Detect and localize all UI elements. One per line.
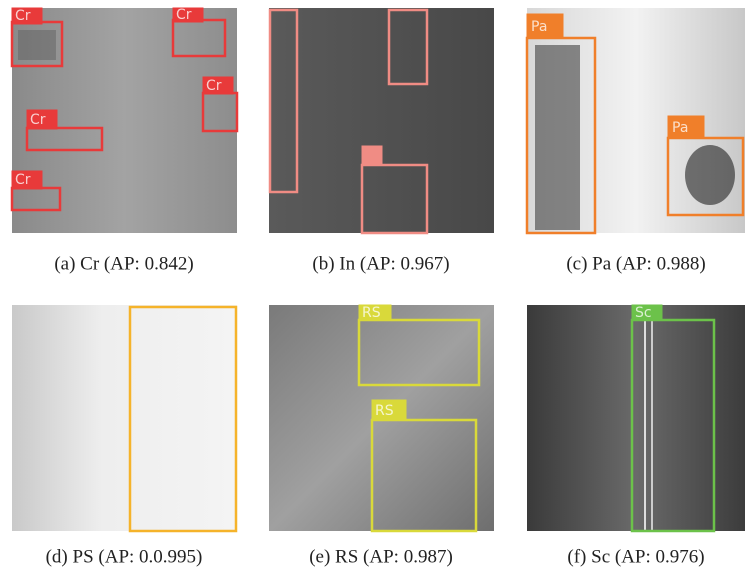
bbox-label: RS [362, 305, 381, 321]
image [527, 305, 745, 531]
caption: (f) Sc (AP: 0.976) [567, 546, 704, 567]
caption: (b) In (AP: 0.967) [312, 253, 449, 274]
panel-e: RS RS (e) RS (AP: 0.987) [269, 305, 494, 567]
caption: (e) RS (AP: 0.987) [309, 546, 453, 567]
bbox-label: Cr [176, 7, 192, 23]
caption: (d) PS (AP: 0.0.995) [46, 546, 203, 567]
caption: (c) Pa (AP: 0.988) [566, 253, 705, 274]
bbox-label: Cr [15, 8, 31, 24]
bbox-label: Sc [635, 305, 652, 321]
bbox-tag [362, 146, 382, 165]
image [12, 305, 237, 531]
defect [685, 145, 735, 205]
bbox-label: Pa [531, 19, 547, 35]
bbox-label: Cr [206, 78, 222, 94]
bbox-label: Cr [15, 172, 31, 188]
figure: Cr Cr Cr Cr Cr (a) Cr (AP: 0.842) (b) In… [0, 0, 745, 579]
caption: (a) Cr (AP: 0.842) [54, 253, 193, 274]
panel-d: (d) PS (AP: 0.0.995) [12, 305, 237, 567]
bbox-label: Cr [30, 112, 46, 128]
panel-b: (b) In (AP: 0.967) [269, 8, 494, 274]
bbox-label: Pa [672, 120, 688, 136]
panel-c: Pa Pa (c) Pa (AP: 0.988) [527, 8, 745, 274]
image [269, 8, 494, 233]
panel-a: Cr Cr Cr Cr Cr (a) Cr (AP: 0.842) [12, 7, 237, 274]
defect [18, 30, 56, 60]
bbox-label: RS [375, 403, 394, 419]
defect [535, 45, 580, 230]
panel-f: Sc (f) Sc (AP: 0.976) [527, 305, 745, 567]
